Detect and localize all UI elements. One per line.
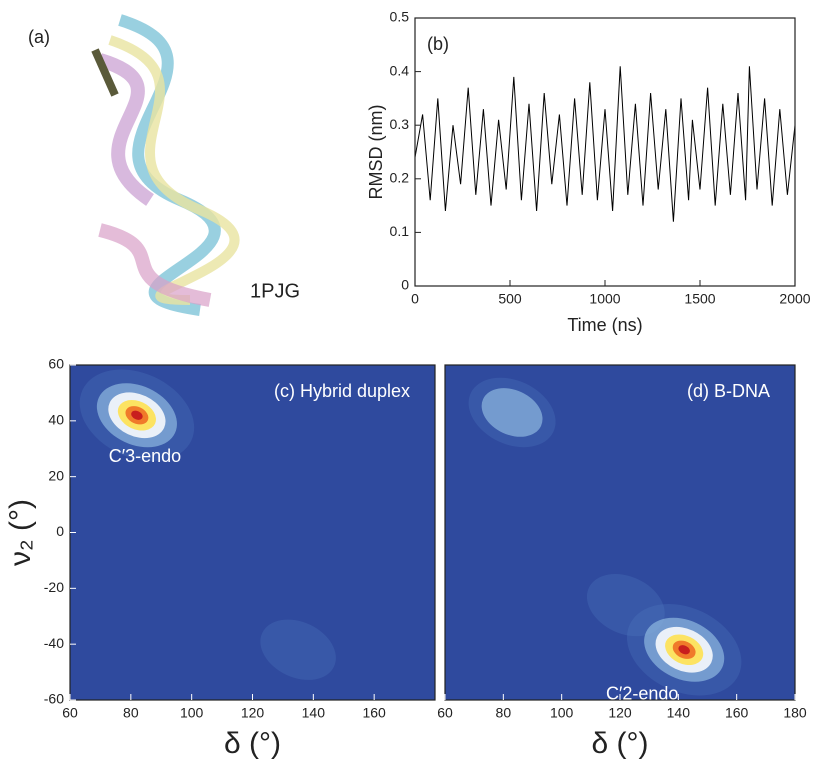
annotation: C′3-endo bbox=[109, 446, 181, 466]
y-tick-label: 20 bbox=[48, 467, 64, 483]
x-tick-label: 1500 bbox=[684, 291, 715, 307]
density-peak bbox=[586, 573, 665, 637]
density-peak bbox=[131, 410, 143, 420]
y-tick-label: -20 bbox=[44, 579, 64, 595]
plot-frame bbox=[414, 17, 796, 287]
x-tick-label: 140 bbox=[302, 705, 326, 721]
y-axis-label: RMSD (nm) bbox=[366, 105, 386, 200]
y-tick-label: 60 bbox=[48, 356, 64, 372]
x-tick-label: 60 bbox=[437, 705, 453, 721]
x-tick-label: 100 bbox=[180, 705, 204, 721]
heatmap-cells bbox=[79, 369, 336, 680]
y-tick-label: 40 bbox=[48, 412, 64, 428]
x-axis-label: δ (°) bbox=[224, 727, 281, 760]
y-tick-label: -60 bbox=[44, 691, 64, 707]
x-tick-label: 80 bbox=[496, 705, 512, 721]
y-tick-label: 0 bbox=[56, 523, 64, 539]
x-tick-label: 120 bbox=[241, 705, 265, 721]
caption: 1PJG bbox=[250, 280, 300, 302]
x-tick-label: 140 bbox=[667, 705, 691, 721]
molecule-illustration bbox=[91, 14, 240, 316]
density-peak bbox=[678, 645, 690, 655]
x-tick-label: 120 bbox=[608, 705, 632, 721]
x-tick-label: 500 bbox=[498, 291, 522, 307]
panel-label: (b) bbox=[427, 34, 449, 54]
x-axis-label: δ (°) bbox=[591, 727, 648, 760]
x-tick-label: 180 bbox=[783, 705, 807, 721]
y-axis-label: ν₂ (°) bbox=[4, 499, 37, 566]
y-tick-label: 0.2 bbox=[390, 170, 410, 186]
y-tick-label: 0.5 bbox=[390, 9, 410, 25]
density-peak bbox=[481, 388, 543, 437]
x-tick-label: 0 bbox=[411, 291, 419, 307]
y-tick-label: -40 bbox=[44, 635, 64, 651]
panel-label: (c) Hybrid duplex bbox=[274, 381, 410, 401]
y-tick-label: 0.1 bbox=[390, 223, 410, 239]
x-tick-label: 100 bbox=[550, 705, 574, 721]
y-tick-label: 0.3 bbox=[390, 116, 410, 132]
x-tick-label: 160 bbox=[362, 705, 386, 721]
line-series bbox=[414, 66, 796, 222]
panel-label: (d) B-DNA bbox=[687, 381, 770, 401]
density-peak bbox=[260, 619, 336, 680]
x-axis-label: Time (ns) bbox=[567, 315, 642, 335]
heatmap-cells bbox=[468, 377, 742, 696]
x-tick-label: 160 bbox=[725, 705, 749, 721]
y-tick-label: 0.4 bbox=[390, 62, 410, 78]
x-tick-label: 80 bbox=[123, 705, 139, 721]
panel-label: (a) bbox=[28, 27, 50, 47]
y-tick-label: 0 bbox=[401, 277, 409, 293]
x-tick-label: 1000 bbox=[589, 291, 620, 307]
x-tick-label: 60 bbox=[62, 705, 78, 721]
x-tick-label: 2000 bbox=[779, 291, 810, 307]
annotation: C′2-endo bbox=[606, 684, 678, 704]
